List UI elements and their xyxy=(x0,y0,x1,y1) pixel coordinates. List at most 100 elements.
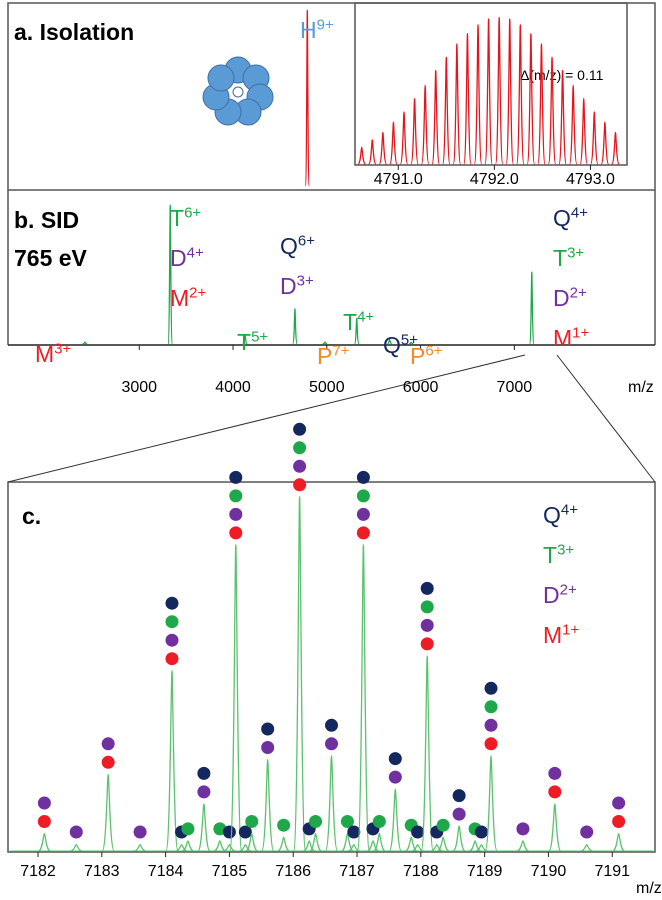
ion-label: Q6+ xyxy=(280,232,315,259)
ion-dot xyxy=(69,825,83,839)
peak xyxy=(277,836,290,852)
ion-dot xyxy=(420,581,434,595)
peak xyxy=(420,655,434,852)
peak xyxy=(356,544,371,852)
ion-dot xyxy=(309,815,323,828)
ion-charge: 3+ xyxy=(567,244,584,261)
ion-label: T3+ xyxy=(543,541,574,568)
peak xyxy=(324,755,339,852)
peak xyxy=(452,825,466,852)
ion-name: Q xyxy=(553,205,571,231)
ion-charge: 3+ xyxy=(297,272,314,289)
ion-dot xyxy=(372,815,386,828)
ion-label: M2+ xyxy=(170,284,207,311)
panel-a-frame xyxy=(7,2,656,191)
peak xyxy=(133,843,147,852)
ion-name: P xyxy=(410,343,425,369)
peak xyxy=(611,131,620,165)
x-tick-label: 4792.0 xyxy=(470,171,519,188)
peak xyxy=(410,97,419,165)
ion-dot xyxy=(452,807,466,821)
ion-name: Q xyxy=(280,233,298,259)
panel-subtitle: 765 eV xyxy=(14,245,88,271)
peak xyxy=(408,341,414,345)
ion-dot xyxy=(484,737,498,751)
ion-dot xyxy=(356,470,370,484)
ion-label: M1+ xyxy=(543,621,580,648)
ion-dot xyxy=(37,815,51,828)
peak xyxy=(420,84,430,165)
ion-dot xyxy=(612,815,626,828)
peak xyxy=(548,803,562,852)
peak xyxy=(558,69,567,165)
ion-charge: 5+ xyxy=(401,331,418,348)
ion-dot xyxy=(436,818,450,832)
ion-dot xyxy=(293,459,307,473)
ion-dot xyxy=(356,489,370,503)
x-tick-label: 7190 xyxy=(531,863,567,880)
ion-charge: 5+ xyxy=(251,328,268,345)
ion-name: M xyxy=(543,622,562,648)
peak xyxy=(430,843,443,852)
ion-dot xyxy=(356,526,370,540)
ion-dot xyxy=(101,737,115,751)
peak xyxy=(373,832,386,852)
peak xyxy=(38,832,51,852)
ion-charge: 1+ xyxy=(562,621,579,638)
ion-name: T xyxy=(170,205,184,231)
ion-dot xyxy=(229,489,243,503)
ion-charge: 2+ xyxy=(570,284,587,301)
peak xyxy=(505,18,514,165)
ion-label: T6+ xyxy=(170,204,201,231)
ion-charge: 4+ xyxy=(571,204,588,221)
ion-dot xyxy=(37,796,51,810)
peak xyxy=(245,832,259,852)
x-tick-label: 4791.0 xyxy=(374,171,423,188)
peak xyxy=(399,111,409,165)
x-tick-label: 6000 xyxy=(403,379,439,396)
ion-dot xyxy=(229,470,243,484)
ion-dot xyxy=(484,700,498,714)
ion-dot xyxy=(420,637,434,651)
ion-label: Q4+ xyxy=(553,204,588,231)
ion-charge: 2+ xyxy=(560,581,577,598)
ion-label: M3+ xyxy=(35,340,72,367)
ion-label: Q4+ xyxy=(543,501,578,528)
peak xyxy=(101,773,115,852)
ion-dot xyxy=(411,825,425,839)
peak xyxy=(547,56,557,165)
ion-label: T4+ xyxy=(343,308,374,335)
ion-dot xyxy=(340,815,354,828)
peak xyxy=(368,139,377,165)
peak xyxy=(436,836,450,852)
ion-name: H xyxy=(300,17,317,43)
ion-label: T5+ xyxy=(237,328,268,355)
ion-charge: 6+ xyxy=(298,232,315,249)
peak xyxy=(167,204,174,345)
peak xyxy=(341,832,354,852)
ion-label: M1+ xyxy=(553,324,590,351)
x-tick-label: 7186 xyxy=(275,863,311,880)
ion-dot xyxy=(277,818,291,832)
panel-title: b. SID xyxy=(14,207,79,233)
peak xyxy=(165,670,179,852)
x-tick-label: 7183 xyxy=(84,863,120,880)
ion-charge: 4+ xyxy=(187,244,204,261)
ion-name: P xyxy=(317,343,332,369)
ion-dot xyxy=(101,755,115,769)
peak xyxy=(526,32,536,165)
ion-name: M xyxy=(170,285,189,311)
ion-dot xyxy=(293,422,307,436)
x-tick-label: 7184 xyxy=(148,863,184,880)
ion-dot xyxy=(197,766,211,780)
ion-name: D xyxy=(553,285,570,311)
ion-dot xyxy=(325,737,338,751)
peak xyxy=(261,758,275,852)
peak xyxy=(389,121,398,165)
ion-dot xyxy=(165,633,179,647)
peak xyxy=(516,840,530,852)
ion-dot xyxy=(548,766,562,780)
peak xyxy=(242,334,248,345)
peak xyxy=(223,843,236,852)
